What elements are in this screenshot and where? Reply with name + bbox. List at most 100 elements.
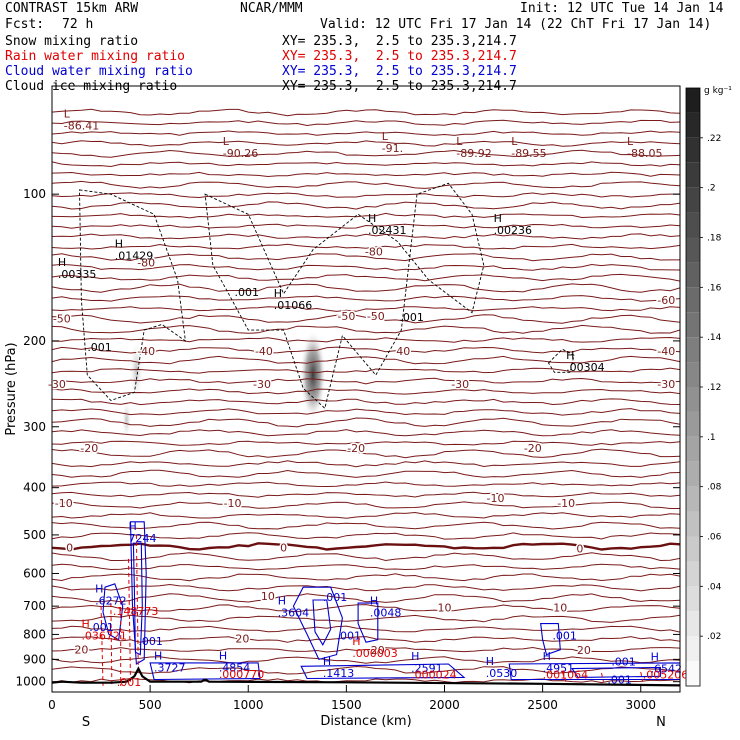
isotherm-line [52,491,680,498]
field-xy-snow: XY= 235.3, 2.5 to 235.3,214.7 [282,34,517,49]
isotherm-line [52,355,680,365]
plot-frame [51,85,681,693]
isotherm-line [52,646,680,653]
north-label: N [656,715,666,730]
extremum-value: .001 [607,673,632,686]
colorbar-segment [686,486,700,512]
colorbar-segment [686,586,700,612]
isotherm-line [52,324,680,334]
extremum-value: .0530 [486,667,518,680]
colorbar-tick-label: .16 [707,283,722,293]
isotherm-line [52,552,680,562]
colorbar-segment [686,137,700,163]
isotherm-label: -10 [557,497,575,510]
colorbar-tick-label: .2 [707,184,716,194]
extremum-value: .005206 [643,668,689,681]
y-tick-label: 900 [23,652,46,666]
rain-contour-3 [128,558,131,682]
y-tick-label: 1000 [15,675,46,689]
extremum-value: 7244 [129,532,157,545]
isotherm-label: -30 [657,378,675,391]
rain-contour-4 [135,534,139,674]
isotherm-line [52,283,680,293]
cloud-water-layer [102,521,680,681]
isotherm-line [52,119,680,127]
colorbar-tick-label: .18 [707,234,722,244]
rain-contour-6 [601,672,604,682]
extremum-value: .001 [399,311,424,324]
extremum-value: .001 [611,656,636,669]
isotherm-line [52,388,680,395]
isotherm-line [52,253,680,262]
extremum-marker: L [382,130,389,143]
extremum-marker: H [115,238,123,251]
colorbar-segment [686,536,700,562]
isotherm-line [52,656,680,664]
snow-max-core [300,330,327,421]
colorbar-tick-label: .22 [707,134,721,144]
isotherm-label: -40 [657,345,675,358]
x-tick-label: 1500 [331,698,362,712]
cloud-ice-layer [79,182,575,410]
extremum-value: .3604 [278,607,310,620]
isotherm-line [52,108,680,117]
y-tick-label: 500 [23,528,46,542]
extremum-marker: H [368,212,376,225]
extremum-value: .4854 [219,661,251,674]
extremum-value: .00236 [494,224,533,237]
isotherm-line [52,604,680,613]
x-tick-label: 2500 [527,698,558,712]
extremum-value: .148773 [113,605,158,618]
isotherm-line [52,346,680,354]
extremum-marker: H [651,650,659,663]
colorbar-segment [686,262,700,288]
org-label: NCAR/MMM [240,1,303,16]
extremum-value: -89.55 [511,147,546,160]
x-tick-label: 3000 [625,698,656,712]
isotherm-line [52,563,680,571]
isotherm-line [52,398,680,406]
extremum-value: .001 [235,286,260,299]
isotherm-line [52,511,680,519]
isotherm-line [52,336,680,343]
field-name-rain: Rain water mixing ratio [5,49,186,64]
isotherm-label: -20 [347,442,365,455]
extremum-value: -89.92 [456,147,491,160]
cloud-ice-contour-1 [204,182,485,410]
isotherm-line [52,440,680,446]
terrain-layer [52,666,680,687]
isotherm-label: 20 [577,644,591,657]
extremum-value: .001 [138,635,163,648]
colorbar-segment [686,287,700,313]
isotherm-label: -10 [55,497,73,510]
colorbar-segment [686,611,700,637]
colorbar-segment [686,312,700,338]
extremum-value: .4951 [543,662,575,675]
isotherm-line [52,448,680,459]
isotherm-label: 10 [261,590,275,603]
isotherm-line [52,223,680,229]
colorbar-segment [686,636,700,662]
isotherm-label: 0 [280,541,287,554]
isotherm-line [52,417,680,428]
colorbar-tick-label: .06 [707,533,722,543]
extremum-marker: H [323,655,331,668]
extremum-marker: H [543,650,551,663]
isotherm-label: -20 [80,442,98,455]
isotherm-line [52,573,680,582]
extremum-value: .6542 [651,662,683,675]
cloud-water-contour-7 [149,662,261,681]
colorbar: .02 .04 .06 .08 .1 .12 .14 .16 .18 .2 .22 g kg⁻¹ [685,86,732,687]
model-title: CONTRAST 15km ARW [5,1,139,16]
extremum-value: .000003 [352,647,398,660]
cloud-water-contour-9 [508,662,680,681]
isotherm-label: 20 [235,632,249,645]
isotherm-line [52,263,680,271]
south-label: S [82,715,90,730]
isotherm-label: -80 [365,245,383,258]
cloud-water-contour-0 [129,521,147,665]
extremum-value: .0048 [370,607,402,620]
colorbar-segment [686,362,700,387]
isotherm-line [52,429,680,437]
